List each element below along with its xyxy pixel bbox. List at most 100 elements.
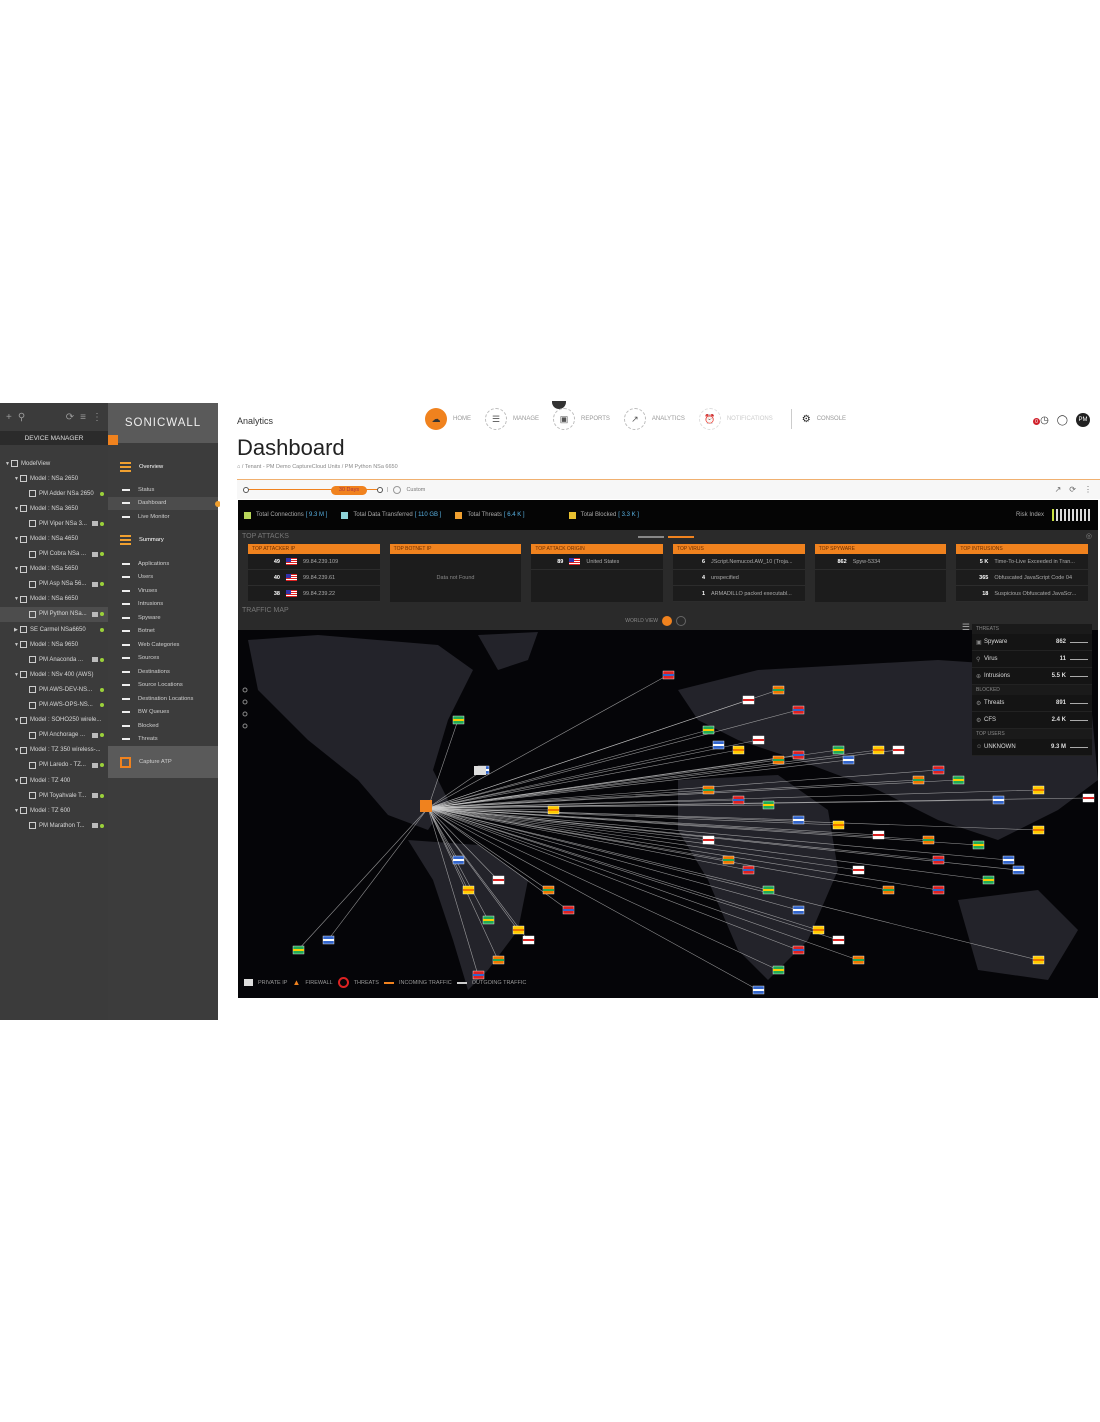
nav-item-botnet[interactable]: Botnet xyxy=(108,625,218,638)
tree-item[interactable]: PM AWS-OPS-NS... xyxy=(0,698,108,713)
nav-item-web-categories[interactable]: Web Categories xyxy=(108,638,218,651)
card-row[interactable]: 89 United States xyxy=(531,554,664,570)
tree-item[interactable]: ▼ Model : NSa 5650 xyxy=(0,562,108,577)
checkbox[interactable] xyxy=(11,460,18,468)
tree-item[interactable]: PM AWS-DEV-NS... xyxy=(0,682,108,697)
list-icon[interactable]: ≡ xyxy=(80,411,86,423)
checkbox[interactable] xyxy=(29,686,36,694)
tree-item[interactable]: ▼ Model : NSa 9650 xyxy=(0,637,108,652)
more-icon[interactable]: ⋮ xyxy=(1084,485,1092,494)
checkbox[interactable] xyxy=(29,610,36,618)
nav-item-live-monitor[interactable]: Live Monitor xyxy=(108,510,218,523)
checkbox[interactable] xyxy=(29,761,36,769)
settings-icon[interactable]: ◎ xyxy=(1085,533,1092,540)
nav-manage[interactable]: ☰ MANAGE xyxy=(485,408,539,430)
tree-item[interactable]: ▼ Model : TZ 400 xyxy=(0,773,108,788)
nav-item-users[interactable]: Users xyxy=(108,571,218,584)
chevron-down-icon[interactable]: ▼ xyxy=(14,671,19,678)
checkbox[interactable] xyxy=(29,822,36,830)
checkbox[interactable] xyxy=(20,671,27,679)
tree-item[interactable]: ▼ Model : NSa 6650 xyxy=(0,592,108,607)
checkbox[interactable] xyxy=(29,792,36,800)
nav-item-viruses[interactable]: Viruses xyxy=(108,584,218,597)
stats-item[interactable]: ☺ UNKNOWN 9.3 M xyxy=(972,739,1092,756)
checkbox[interactable] xyxy=(20,595,27,603)
chevron-down-icon[interactable]: ▼ xyxy=(14,536,19,543)
checkbox[interactable] xyxy=(29,520,36,528)
tree-item[interactable]: ▼ Model : NSv 400 (AWS) xyxy=(0,667,108,682)
carousel-page-1[interactable] xyxy=(638,536,664,538)
checkbox[interactable] xyxy=(20,626,27,634)
menu-toggle-icon[interactable] xyxy=(108,435,118,445)
nav-summary[interactable]: Summary xyxy=(108,530,218,550)
nav-console[interactable]: ⚙ CONSOLE xyxy=(802,414,846,425)
checkbox[interactable] xyxy=(20,475,27,483)
checkbox[interactable] xyxy=(29,656,36,664)
card-row[interactable]: 1 ARMADILLO packed executabl... xyxy=(673,586,805,602)
avatar[interactable]: PM xyxy=(1076,413,1090,427)
tree-item[interactable]: PM Laredo - TZ... xyxy=(0,758,108,773)
card-row[interactable]: 365 Obfuscated JavaScript Code 04 xyxy=(956,570,1089,586)
checkbox[interactable] xyxy=(29,701,36,709)
checkbox[interactable] xyxy=(29,731,36,739)
tree-item[interactable]: PM Python NSa... xyxy=(0,606,108,623)
stats-item[interactable]: ⚙ Threats 891 xyxy=(972,695,1092,712)
chevron-right-icon[interactable]: ▶ xyxy=(14,626,18,633)
tree-item[interactable]: PM Toyahvale T... xyxy=(0,788,108,803)
chevron-down-icon[interactable]: ▼ xyxy=(14,475,19,482)
nav-notifications[interactable]: ⏰ NOTIFICATIONS xyxy=(698,408,773,430)
tree-item[interactable]: PM Marathon T... xyxy=(0,818,108,833)
nav-item-status[interactable]: Status xyxy=(108,483,218,496)
nav-item-blocked[interactable]: Blocked xyxy=(108,719,218,732)
nav-overview[interactable]: Overview xyxy=(108,457,218,477)
tree-item[interactable]: ▼ Model : NSa 3650 xyxy=(0,501,108,516)
checkbox[interactable] xyxy=(29,580,36,588)
chevron-down-icon[interactable]: ▼ xyxy=(14,747,19,754)
stats-item[interactable]: ⊕ Intrusions 5.5 K xyxy=(972,668,1092,685)
lightbulb-icon[interactable]: ◯ xyxy=(1056,414,1068,426)
custom-radio[interactable] xyxy=(393,485,402,494)
tree-item[interactable]: ▶ SE Carmel NSa6650 xyxy=(0,622,108,637)
nav-item-spyware[interactable]: Spyware xyxy=(108,611,218,624)
map-menu-icon[interactable]: ☰ xyxy=(961,622,970,632)
collapse-header-button[interactable] xyxy=(552,401,566,409)
tree-item[interactable]: ▼ ModelView xyxy=(0,456,108,471)
chevron-down-icon[interactable]: ▼ xyxy=(14,566,19,573)
traffic-map[interactable]: ☰ THREATS ▣ Spyware 862 ⚲ Virus 11 ⊕ Intrusions 5… xyxy=(238,622,1098,998)
card-row[interactable]: 862 Spyw-5334 xyxy=(814,554,947,570)
stats-item[interactable]: ▣ Spyware 862 xyxy=(972,634,1092,651)
region-view-icon[interactable] xyxy=(676,616,686,626)
nav-item-sources[interactable]: Sources xyxy=(108,652,218,665)
nav-item-threats[interactable]: Threats xyxy=(108,733,218,746)
tree-item[interactable]: ▼ Model : SOHO250 wirele... xyxy=(0,713,108,728)
card-row[interactable]: 18 Suspicious Obfuscated JavaScr... xyxy=(956,586,1089,602)
time-range-slider[interactable]: 30 Days xyxy=(243,485,383,495)
checkbox[interactable] xyxy=(20,777,27,785)
card-row[interactable]: 49 99.84.239.109 xyxy=(248,554,380,570)
nav-analytics[interactable]: ↗ ANALYTICS xyxy=(623,408,685,430)
chevron-down-icon[interactable]: ▼ xyxy=(14,807,19,814)
nav-item-source-locations[interactable]: Source Locations xyxy=(108,679,218,692)
nav-home[interactable]: ☁ HOME xyxy=(425,408,471,430)
refresh-icon[interactable]: ⟳ xyxy=(65,411,75,423)
chevron-down-icon[interactable]: ▼ xyxy=(14,596,19,603)
chevron-down-icon[interactable]: ▼ xyxy=(14,505,19,512)
more-icon[interactable]: ⋮ xyxy=(92,411,102,423)
export-icon[interactable]: ↗ xyxy=(1054,485,1062,494)
search-icon[interactable]: ⚲ xyxy=(17,411,26,423)
tree-item[interactable]: ▼ Model : NSa 2650 xyxy=(0,471,108,486)
tree-item[interactable]: ▼ Model : NSa 4650 xyxy=(0,531,108,546)
tree-item[interactable]: ▼ Model : TZ 350 wireless-... xyxy=(0,743,108,758)
nav-item-dashboard[interactable]: Dashboard xyxy=(108,496,221,510)
card-row[interactable]: 5 K Time-To-Live Exceeded in Tran... xyxy=(956,554,1089,570)
tree-item[interactable]: PM Anchorage ... xyxy=(0,728,108,743)
stats-item[interactable]: ⚙ CFS 2.4 K xyxy=(972,712,1092,729)
nav-item-destination-locations[interactable]: Destination Locations xyxy=(108,692,218,705)
checkbox[interactable] xyxy=(20,746,27,754)
checkbox[interactable] xyxy=(20,565,27,573)
nav-item-destinations[interactable]: Destinations xyxy=(108,665,218,678)
checkbox[interactable] xyxy=(20,535,27,543)
chevron-down-icon[interactable]: ▼ xyxy=(5,460,10,467)
card-row[interactable]: 40 99.84.239.61 xyxy=(248,570,380,586)
tree-item[interactable]: PM Viper NSa 3... xyxy=(0,516,108,531)
